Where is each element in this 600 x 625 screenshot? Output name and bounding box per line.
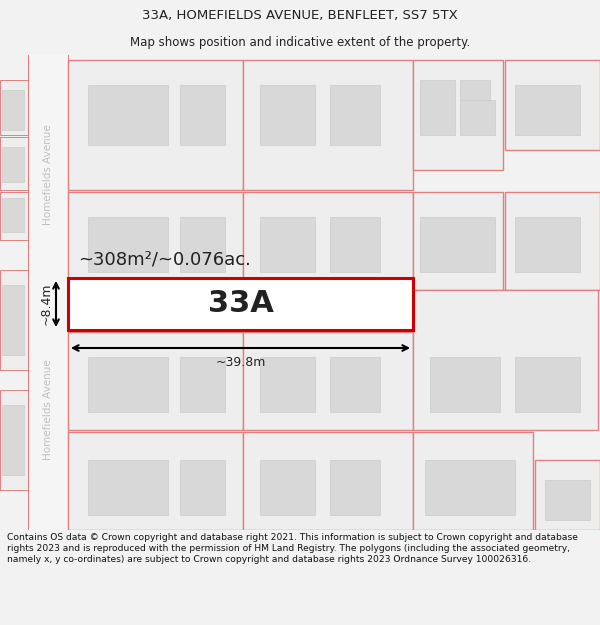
Bar: [0, 137, 28, 190]
Bar: [0, 270, 28, 370]
Bar: [180, 357, 225, 412]
Text: Contains OS data © Crown copyright and database right 2021. This information is : Contains OS data © Crown copyright and d…: [7, 533, 578, 564]
Bar: [68, 332, 243, 430]
Bar: [88, 357, 168, 412]
Bar: [2, 405, 24, 475]
Bar: [2, 285, 24, 355]
Bar: [420, 217, 495, 272]
Bar: [425, 460, 515, 515]
Bar: [260, 85, 315, 145]
Bar: [460, 100, 495, 135]
Bar: [68, 192, 243, 290]
Text: ~39.8m: ~39.8m: [215, 356, 266, 369]
Bar: [420, 80, 455, 135]
Text: 33A, HOMEFIELDS AVENUE, BENFLEET, SS7 5TX: 33A, HOMEFIELDS AVENUE, BENFLEET, SS7 5T…: [142, 9, 458, 22]
Bar: [88, 460, 168, 515]
Bar: [413, 192, 503, 290]
Bar: [330, 460, 380, 515]
Bar: [68, 278, 413, 330]
Bar: [68, 60, 243, 190]
Bar: [243, 332, 413, 430]
Bar: [243, 192, 413, 290]
Text: ~8.4m: ~8.4m: [40, 282, 53, 325]
Text: ~308m²/~0.076ac.: ~308m²/~0.076ac.: [78, 250, 251, 268]
Bar: [0, 80, 28, 135]
Bar: [88, 217, 168, 272]
Bar: [28, 55, 68, 530]
Bar: [2, 198, 24, 232]
Bar: [413, 432, 533, 530]
Bar: [0, 192, 28, 240]
Bar: [260, 357, 315, 412]
Bar: [260, 217, 315, 272]
Bar: [180, 217, 225, 272]
Bar: [413, 60, 503, 170]
Text: 33A: 33A: [208, 289, 274, 319]
Bar: [505, 192, 600, 290]
Bar: [515, 85, 580, 135]
Text: Map shows position and indicative extent of the property.: Map shows position and indicative extent…: [130, 36, 470, 49]
Bar: [330, 357, 380, 412]
Bar: [430, 357, 500, 412]
Text: Homefields Avenue: Homefields Avenue: [43, 124, 53, 226]
Bar: [515, 217, 580, 272]
Bar: [330, 217, 380, 272]
Bar: [515, 357, 580, 412]
Bar: [460, 80, 490, 100]
Bar: [68, 432, 243, 530]
Bar: [260, 460, 315, 515]
Bar: [545, 480, 590, 520]
Bar: [180, 460, 225, 515]
Bar: [0, 390, 28, 490]
Bar: [2, 147, 24, 182]
Bar: [505, 60, 600, 150]
Bar: [180, 85, 225, 145]
Bar: [413, 290, 598, 430]
Bar: [535, 460, 600, 530]
Bar: [243, 432, 413, 530]
Text: Homefields Avenue: Homefields Avenue: [43, 359, 53, 461]
Bar: [243, 60, 413, 190]
Bar: [330, 85, 380, 145]
Bar: [2, 90, 24, 130]
Bar: [88, 85, 168, 145]
